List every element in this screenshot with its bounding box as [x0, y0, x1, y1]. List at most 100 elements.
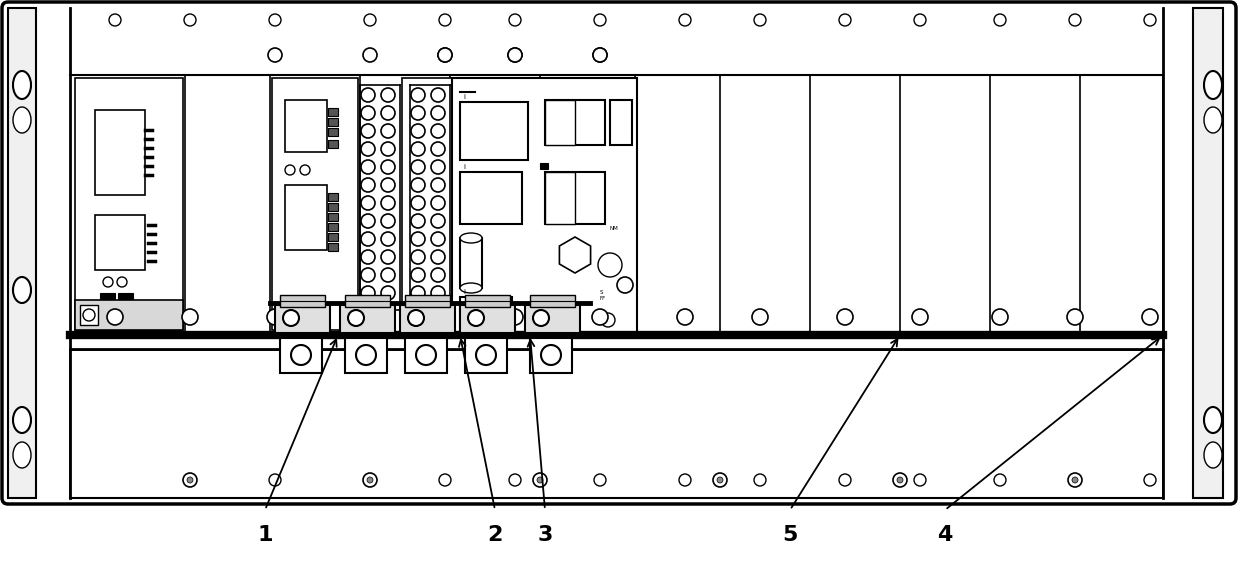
Bar: [74, 300, 184, 330]
Ellipse shape: [184, 474, 196, 486]
Ellipse shape: [12, 442, 31, 468]
Text: i: i: [463, 94, 465, 100]
Ellipse shape: [432, 250, 445, 264]
Ellipse shape: [911, 309, 928, 325]
Ellipse shape: [436, 309, 453, 325]
Bar: [329, 128, 339, 136]
Ellipse shape: [285, 165, 295, 175]
Ellipse shape: [432, 124, 445, 138]
Ellipse shape: [432, 106, 445, 120]
Ellipse shape: [507, 309, 523, 325]
Ellipse shape: [381, 142, 396, 156]
Bar: [460, 102, 528, 160]
Bar: [275, 305, 330, 333]
Bar: [460, 305, 515, 333]
Ellipse shape: [415, 345, 436, 365]
Ellipse shape: [754, 474, 766, 486]
Text: NM: NM: [610, 226, 619, 231]
Ellipse shape: [438, 48, 453, 62]
Bar: [329, 140, 339, 148]
Ellipse shape: [361, 214, 374, 228]
Ellipse shape: [914, 14, 926, 26]
Ellipse shape: [432, 196, 445, 210]
Bar: [453, 78, 637, 333]
Bar: [81, 305, 98, 325]
Ellipse shape: [680, 14, 691, 26]
Ellipse shape: [410, 232, 425, 246]
Ellipse shape: [184, 473, 197, 487]
Ellipse shape: [381, 106, 396, 120]
Ellipse shape: [508, 48, 522, 62]
Ellipse shape: [1069, 474, 1081, 486]
Ellipse shape: [361, 124, 374, 138]
Bar: [118, 293, 133, 303]
Bar: [340, 305, 396, 333]
Ellipse shape: [1204, 407, 1221, 433]
Bar: [95, 110, 145, 195]
Text: 3: 3: [537, 525, 553, 545]
Ellipse shape: [117, 277, 126, 287]
Bar: [329, 193, 339, 201]
Ellipse shape: [717, 477, 723, 483]
Ellipse shape: [1204, 71, 1221, 99]
Ellipse shape: [508, 474, 521, 486]
Ellipse shape: [291, 345, 311, 365]
Ellipse shape: [103, 277, 113, 287]
Ellipse shape: [381, 160, 396, 174]
Ellipse shape: [381, 196, 396, 210]
Ellipse shape: [348, 310, 365, 326]
Ellipse shape: [1073, 477, 1078, 483]
Bar: [546, 100, 575, 145]
Ellipse shape: [601, 313, 615, 327]
Ellipse shape: [12, 407, 31, 433]
Ellipse shape: [365, 14, 376, 26]
Ellipse shape: [476, 345, 496, 365]
Ellipse shape: [361, 232, 374, 246]
Ellipse shape: [432, 286, 445, 300]
Ellipse shape: [362, 309, 378, 325]
Bar: [329, 203, 339, 211]
Ellipse shape: [381, 232, 396, 246]
Ellipse shape: [381, 268, 396, 282]
Bar: [460, 297, 512, 329]
Ellipse shape: [361, 106, 374, 120]
Bar: [7, 8, 36, 498]
Ellipse shape: [410, 142, 425, 156]
Ellipse shape: [12, 277, 31, 303]
Ellipse shape: [184, 14, 196, 26]
Ellipse shape: [381, 124, 396, 138]
Bar: [285, 185, 327, 250]
Ellipse shape: [15, 113, 29, 127]
Bar: [610, 100, 632, 145]
Bar: [529, 338, 572, 373]
Ellipse shape: [438, 48, 453, 62]
Ellipse shape: [992, 309, 1008, 325]
Ellipse shape: [381, 88, 396, 102]
Text: 2: 2: [487, 525, 502, 545]
Ellipse shape: [1204, 107, 1221, 133]
Ellipse shape: [839, 14, 851, 26]
Ellipse shape: [1207, 448, 1220, 462]
Ellipse shape: [754, 14, 766, 26]
Bar: [329, 233, 339, 241]
Ellipse shape: [751, 309, 768, 325]
Ellipse shape: [365, 474, 376, 486]
Ellipse shape: [107, 309, 123, 325]
Ellipse shape: [83, 309, 95, 321]
Bar: [100, 293, 115, 303]
Ellipse shape: [460, 233, 482, 243]
Ellipse shape: [533, 473, 547, 487]
Ellipse shape: [300, 165, 310, 175]
Ellipse shape: [1069, 14, 1081, 26]
Bar: [405, 338, 446, 373]
Bar: [546, 172, 575, 224]
Ellipse shape: [467, 310, 484, 326]
Ellipse shape: [914, 474, 926, 486]
Ellipse shape: [410, 124, 425, 138]
Ellipse shape: [410, 178, 425, 192]
Ellipse shape: [839, 474, 851, 486]
Ellipse shape: [361, 178, 374, 192]
Ellipse shape: [361, 142, 374, 156]
Ellipse shape: [837, 309, 853, 325]
Ellipse shape: [361, 88, 374, 102]
